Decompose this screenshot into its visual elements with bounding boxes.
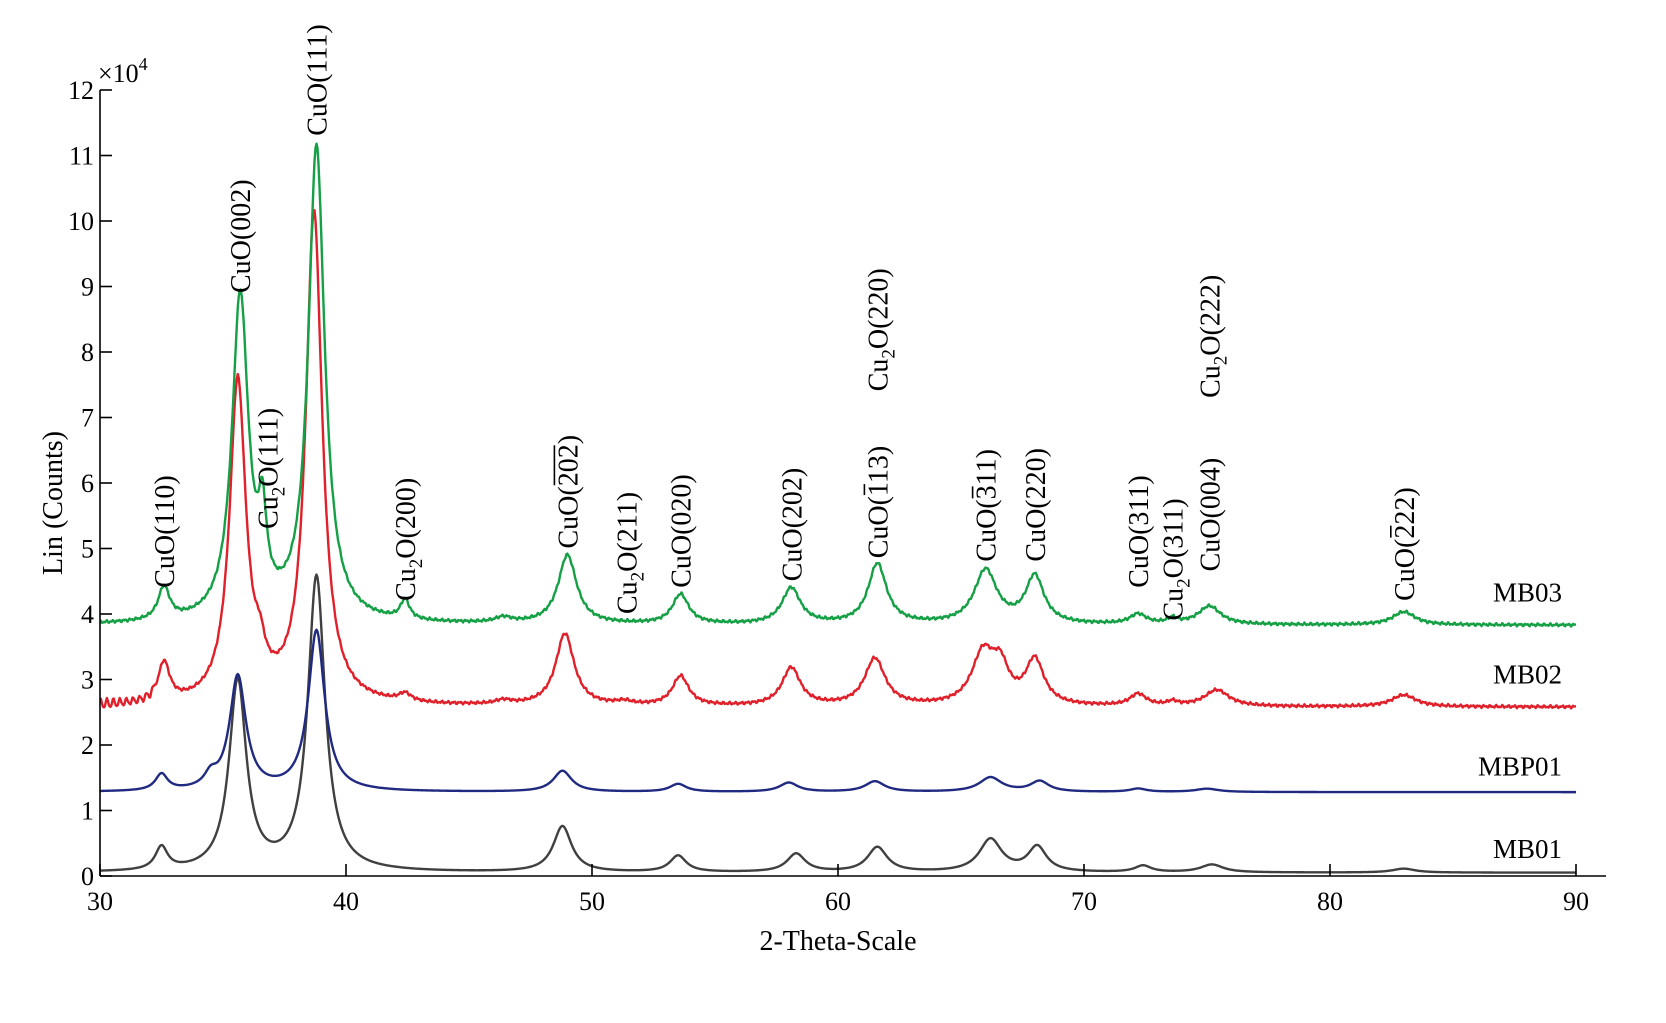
series-line-mbp01 <box>99 628 1577 794</box>
peak-label-text: CuO(110) <box>150 475 181 588</box>
series-label-mbp01: MBP01 <box>1478 751 1562 781</box>
peak-label-text: Cu2O(311) <box>1159 498 1195 620</box>
y-tick-label: 7 <box>81 404 94 433</box>
series-line-mb02 <box>99 209 1577 710</box>
y-tick-label: 1 <box>81 797 94 826</box>
peak-annotation: Cu2O(200) <box>391 478 427 601</box>
peak-label-text: CuO(002) <box>226 179 257 293</box>
axes: 30 40 50 60 70 80 900123456789101112×1042-Thet… <box>38 54 1606 957</box>
series-label-mb01: MB01 <box>1493 834 1562 864</box>
y-tick-label: 4 <box>81 600 94 629</box>
peak-label-text: Cu2O(220) <box>863 268 899 391</box>
y-axis-title: Lin (Counts) <box>38 431 69 575</box>
x-tick-label: 50 <box>579 887 605 916</box>
peak-annotation: CuO(311) <box>972 449 1003 562</box>
peak-annotation: CuO(220) <box>1021 448 1052 562</box>
peak-annotation: CuO(311) <box>1124 475 1155 588</box>
y-tick-label: 11 <box>69 142 94 171</box>
peak-annotation: CuO(222) <box>1390 487 1421 601</box>
y-multiplier: ×104 <box>98 54 148 88</box>
y-tick-label: 12 <box>68 76 94 105</box>
x-tick-label: 80 <box>1317 887 1343 916</box>
peak-label-text: CuO(311) <box>1124 475 1155 588</box>
series-label-mb03: MB03 <box>1493 578 1562 608</box>
x-axis-title: 2-Theta-Scale <box>759 926 916 957</box>
peak-label-text: CuO(220) <box>1021 448 1052 562</box>
peak-label-text: Cu2O(200) <box>391 478 427 601</box>
peak-annotations: CuO(110) CuO(002) Cu2O(111) CuO(111) Cu2O(20… <box>150 24 1421 620</box>
peak-label-text: CuO(111) <box>303 24 334 135</box>
peak-annotation: CuO(004) <box>1196 458 1227 572</box>
peak-annotation: CuO(002) <box>226 179 257 293</box>
peak-label-text: Cu2O(222) <box>1196 275 1232 398</box>
y-tick-label: 5 <box>81 535 94 564</box>
x-tick-label: 30 <box>87 887 113 916</box>
peak-label-text: Cu2O(111) <box>253 408 289 529</box>
peak-label-text: CuO(020) <box>667 474 698 588</box>
peak-annotation: Cu2O(211) <box>612 492 648 614</box>
y-tick-label: 9 <box>81 273 94 302</box>
peak-label-text: CuO(202) <box>553 435 584 549</box>
peak-annotation: CuO(110) <box>150 475 181 588</box>
y-tick-label: 10 <box>68 207 94 236</box>
peak-annotation: Cu2O(220) <box>863 268 899 391</box>
peak-label-text: CuO(004) <box>1196 458 1227 572</box>
series-names: MB01 MBP01 MB02 MB03 <box>1478 578 1562 864</box>
peak-label-text: CuO(202) <box>777 468 808 582</box>
y-tick-label: 0 <box>81 862 94 891</box>
peak-annotation: CuO(020) <box>667 474 698 588</box>
x-tick-label: 40 <box>333 887 359 916</box>
peak-annotation: Cu2O(111) <box>253 408 289 529</box>
y-tick-label: 3 <box>81 666 94 695</box>
peak-label-text: Cu2O(211) <box>612 492 648 614</box>
peak-annotation: CuO(113) <box>863 446 894 559</box>
y-tick-label: 8 <box>81 338 94 367</box>
x-tick-label: 90 <box>1563 887 1589 916</box>
y-tick-label: 2 <box>81 731 94 760</box>
series-line-mb01 <box>99 573 1577 874</box>
peak-annotation: Cu2O(311) <box>1159 498 1195 620</box>
peak-label-text: CuO(113) <box>863 446 894 559</box>
x-tick-label: 60 <box>825 887 851 916</box>
series-label-mb02: MB02 <box>1493 660 1562 690</box>
peak-annotation: CuO(202) <box>553 435 584 549</box>
peak-label-text: CuO(222) <box>1390 487 1421 601</box>
series-line-mb03 <box>99 142 1577 628</box>
series-layer <box>99 142 1577 874</box>
peak-annotation: CuO(202) <box>777 468 808 582</box>
peak-annotation: Cu2O(222) <box>1196 275 1232 398</box>
peak-label-text: CuO(311) <box>972 449 1003 562</box>
x-tick-label: 70 <box>1071 887 1097 916</box>
peak-annotation: CuO(111) <box>303 24 334 135</box>
y-tick-label: 6 <box>81 469 94 498</box>
